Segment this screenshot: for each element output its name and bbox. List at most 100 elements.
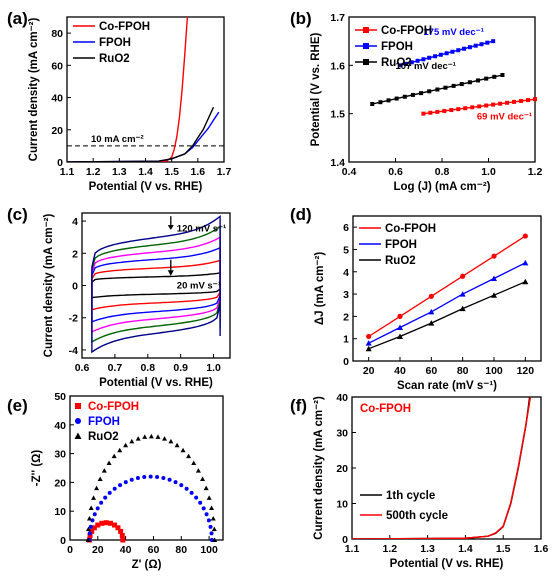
series-marker — [386, 98, 391, 103]
legend-label: Co-FPOH — [381, 25, 432, 37]
series-marker — [409, 60, 414, 65]
x-tick-label: 100 — [485, 365, 503, 377]
series-marker — [103, 495, 108, 500]
x-axis-label: Log (J) (mA cm⁻²) — [394, 181, 491, 193]
panel-label: (b) — [290, 9, 312, 28]
y-tick-label: 20 — [54, 477, 66, 489]
series-marker — [463, 106, 468, 111]
y-tick-label: 60 — [51, 60, 63, 72]
series-marker — [103, 520, 109, 526]
x-axis-label: Z' (Ω) — [132, 559, 162, 571]
x-tick-label: 1.2 — [86, 166, 101, 178]
series-marker — [492, 74, 497, 79]
series-marker — [491, 253, 497, 259]
series-marker — [491, 102, 496, 107]
series-marker — [95, 506, 100, 511]
series-marker — [421, 111, 426, 116]
y-tick-label: 3 — [343, 289, 349, 301]
legend-marker — [75, 403, 81, 409]
x-tick-label: 40 — [394, 365, 406, 377]
series-marker — [526, 98, 531, 103]
y-tick-label: 40 — [336, 392, 348, 404]
x-tick-label: 60 — [148, 544, 160, 556]
series-marker — [191, 460, 197, 465]
series-marker — [203, 485, 209, 491]
series-marker — [142, 434, 148, 439]
series-marker — [427, 89, 432, 94]
legend-marker — [74, 432, 82, 439]
series-marker — [117, 447, 123, 453]
x-tick-label: 1.2 — [382, 543, 397, 555]
series-marker — [470, 105, 475, 110]
series-marker — [95, 522, 101, 528]
series-marker — [462, 46, 467, 51]
y-axis-label: Current density (mA cm⁻²) — [313, 396, 325, 540]
legend-marker — [75, 418, 81, 424]
legend-label: Co-FPOH — [385, 223, 436, 235]
series-marker — [129, 438, 135, 444]
series-marker — [189, 490, 194, 495]
panel-label: (e) — [7, 396, 28, 415]
series-marker — [438, 52, 443, 57]
series-marker — [473, 43, 478, 48]
legend-label: FPOH — [381, 41, 413, 53]
y-tick-label: 4 — [343, 267, 349, 279]
x-tick-label: 0.6 — [388, 166, 403, 178]
series-marker — [90, 518, 95, 523]
series-marker — [101, 468, 107, 473]
y-tick-label: 50 — [54, 391, 66, 403]
y-axis-label: Current density (mA cm⁻²) — [28, 18, 40, 162]
y-tick-label: -4 — [69, 345, 78, 357]
series-marker — [415, 58, 420, 63]
legend-marker — [363, 59, 369, 65]
x-tick-label: 60 — [425, 365, 437, 377]
x-tick-label: 0.9 — [173, 362, 188, 374]
series-marker — [120, 537, 126, 543]
series-marker — [512, 99, 517, 104]
series-marker — [87, 531, 92, 536]
series-marker — [155, 434, 161, 439]
y-tick-label: 2 — [72, 248, 78, 260]
series-marker — [86, 515, 92, 521]
x-tick-label: 20 — [92, 544, 104, 556]
x-tick-label: 120 — [517, 365, 535, 377]
y-tick-label: 1.7 — [330, 12, 345, 24]
panel-3: (d) 20 40 60 80 100 120 0 1 2 3 4 5 6 Scan rate (mV s⁻… — [290, 205, 542, 392]
series-marker — [397, 324, 403, 331]
series-marker — [194, 495, 199, 500]
series-marker — [500, 73, 505, 77]
arrowhead-20 — [167, 270, 174, 276]
y-tick-label: 20 — [51, 125, 63, 137]
x-tick-label: 1.3 — [420, 543, 435, 555]
x-tick-label: 1.4 — [138, 166, 153, 178]
series-marker — [142, 474, 147, 479]
series-marker — [459, 291, 466, 297]
series-marker — [211, 526, 217, 532]
panel-label: (f) — [290, 396, 307, 415]
scan-rate-annotation: 120 mV s⁻¹ — [177, 224, 226, 235]
x-tick-label: 0.7 — [108, 362, 123, 374]
x-tick-label: 1.0 — [206, 362, 221, 374]
y-tick-label: 10 — [54, 506, 66, 518]
series-marker — [204, 512, 209, 517]
series-marker — [148, 433, 154, 439]
series-marker — [485, 40, 490, 45]
series-marker — [94, 485, 100, 491]
panel-label: (a) — [7, 9, 28, 28]
plot-frame — [69, 395, 224, 541]
series-marker — [195, 468, 201, 473]
series-marker — [366, 333, 372, 340]
series-marker — [451, 83, 456, 88]
series-marker — [459, 305, 466, 312]
series-marker — [174, 442, 180, 448]
x-tick-label: 1.1 — [60, 166, 75, 178]
series-marker — [111, 453, 117, 459]
series-marker — [484, 103, 489, 108]
series-marker — [180, 447, 186, 453]
series-marker — [484, 76, 489, 81]
legend-label: Co-FPOH — [88, 401, 139, 413]
series-marker — [505, 100, 510, 105]
y-axis-label: Potential (V vs. RHE) — [310, 32, 322, 146]
legend-marker — [363, 43, 369, 49]
